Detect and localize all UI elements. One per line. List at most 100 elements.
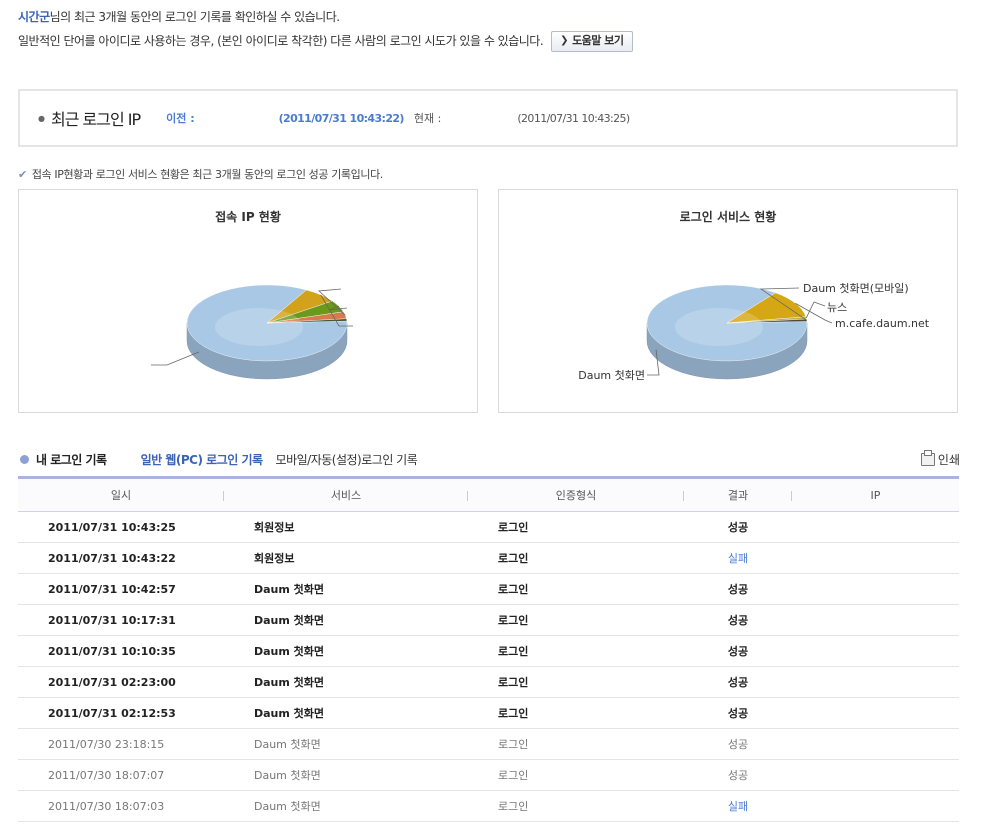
print-label: 인쇄 xyxy=(937,452,960,467)
chevron-right-icon: ❯ xyxy=(560,35,569,46)
leader-line xyxy=(328,305,348,311)
help-button[interactable]: ❯ 도움말 보기 xyxy=(551,30,633,52)
ip-chart-panel: 접속 IP 현황 xyxy=(18,189,478,413)
pie-label: Daum 첫화면(모바일) xyxy=(803,281,909,295)
leader-line xyxy=(759,287,808,321)
row-result: 성공 xyxy=(727,614,749,627)
table-row: 2011/07/31 10:17:31 Daum 첫화면 로그인 성공 xyxy=(18,605,959,636)
header-service: 서비스 xyxy=(224,478,468,512)
table-row: 2011/07/30 18:07:03 Daum 첫화면 로그인 실패 xyxy=(18,791,959,822)
header-result: 결과 xyxy=(684,478,792,512)
intro-line-2-text: 일반적인 단어를 아이디로 사용하는 경우, (본인 아이디로 착각한) 다른 … xyxy=(18,34,544,48)
row-service: Daum 첫화면 xyxy=(254,769,321,782)
row-auth-type: 로그인 xyxy=(498,769,529,782)
row-ip xyxy=(792,605,959,636)
printer-icon xyxy=(920,449,935,466)
previous-ip-label: 이전 : xyxy=(166,112,195,125)
ip-pie-chart xyxy=(151,284,353,380)
table-row: 2011/07/31 02:12:53 Daum 첫화면 로그인 성공 xyxy=(18,698,959,729)
recent-ip-title: 최근 로그인 IP xyxy=(50,110,141,129)
stats-note: ✔ 접속 IP현황과 로그인 서비스 현황은 최근 3개월 동안의 로그인 성공 … xyxy=(18,166,383,182)
row-date: 2011/07/31 02:12:53 xyxy=(48,706,176,720)
row-result: 성공 xyxy=(727,738,749,751)
table-row: 2011/07/31 10:43:25 회원정보 로그인 성공 xyxy=(18,512,959,543)
login-log-table: 일시 서비스 인증형식 결과 IP 2011/07/31 10:43:25 회원정… xyxy=(18,476,959,822)
leader-line xyxy=(151,351,200,366)
print-button[interactable]: 인쇄 xyxy=(920,449,960,468)
intro-line-2: 일반적인 단어를 아이디로 사용하는 경우, (본인 아이디로 착각한) 다른 … xyxy=(18,30,633,52)
row-result: 실패 xyxy=(727,800,749,813)
row-result: 성공 xyxy=(727,769,749,782)
row-ip xyxy=(792,729,959,760)
username: 시간군 xyxy=(18,10,50,24)
service-pie-chart: Daum 첫화면 m.cafe.daum.net 뉴스 Daum 첫화면(모바일) xyxy=(578,281,930,382)
help-button-label: 도움말 보기 xyxy=(572,34,624,47)
table-row: 2011/07/30 18:07:07 Daum 첫화면 로그인 성공 xyxy=(18,760,959,791)
row-date: 2011/07/30 23:18:15 xyxy=(48,737,165,751)
log-tabs: 내 로그인 기록 일반 웹(PC) 로그인 기록 모바일/자동(설정)로그인 기… xyxy=(18,448,960,470)
pie-label: 뉴스 xyxy=(827,301,847,314)
row-date: 2011/07/30 18:07:03 xyxy=(48,799,165,813)
intro: 시간군님의 최근 3개월 동안의 로그인 기록를 확인하실 수 있습니다. 일반… xyxy=(18,8,633,52)
tab-pc-log[interactable]: 일반 웹(PC) 로그인 기록 xyxy=(140,452,263,467)
row-result: 성공 xyxy=(727,707,749,720)
row-service: Daum 첫화면 xyxy=(254,800,321,813)
row-auth-type: 로그인 xyxy=(498,583,529,596)
row-ip xyxy=(792,667,959,698)
row-date: 2011/07/31 10:42:57 xyxy=(48,582,176,596)
pie-highlight xyxy=(675,308,763,346)
leader-line xyxy=(795,303,833,324)
row-auth-type: 로그인 xyxy=(498,521,529,534)
table-row: 2011/07/31 02:23:00 Daum 첫화면 로그인 성공 xyxy=(18,667,959,698)
stats-note-text: 접속 IP현황과 로그인 서비스 현황은 최근 3개월 동안의 로그인 성공 기… xyxy=(31,168,383,181)
pie-slice xyxy=(266,318,348,324)
login-log-title: 내 로그인 기록 xyxy=(36,452,107,467)
row-auth-type: 로그인 xyxy=(498,738,529,751)
row-service: Daum 첫화면 xyxy=(254,707,325,720)
leader-line xyxy=(318,288,346,316)
row-result: 성공 xyxy=(727,521,749,534)
check-icon: ✔ xyxy=(18,168,27,181)
pie-label: Daum 첫화면 xyxy=(578,369,645,382)
row-service: Daum 첫화면 xyxy=(254,583,325,596)
row-ip xyxy=(792,543,959,574)
header-ip: IP xyxy=(870,488,881,502)
table-row: 2011/07/30 23:18:15 Daum 첫화면 로그인 성공 xyxy=(18,729,959,760)
row-auth-type: 로그인 xyxy=(498,800,529,813)
pie-label: m.cafe.daum.net xyxy=(835,317,930,330)
row-result: 성공 xyxy=(727,676,749,689)
row-date: 2011/07/30 18:07:07 xyxy=(48,768,165,782)
row-auth-type: 로그인 xyxy=(498,552,529,565)
row-ip xyxy=(792,791,959,822)
row-date: 2011/07/31 10:43:25 xyxy=(48,520,176,534)
row-ip xyxy=(792,760,959,791)
table-header-row: 일시 서비스 인증형식 결과 IP xyxy=(18,477,959,512)
row-ip xyxy=(792,636,959,667)
row-auth-type: 로그인 xyxy=(498,645,529,658)
row-service: 회원정보 xyxy=(254,521,295,534)
row-service: 회원정보 xyxy=(254,552,295,565)
table-row: 2011/07/31 10:10:35 Daum 첫화면 로그인 성공 xyxy=(18,636,959,667)
intro-line-1: 시간군님의 최근 3개월 동안의 로그인 기록를 확인하실 수 있습니다. xyxy=(18,8,633,26)
leader-line xyxy=(320,294,353,327)
row-date: 2011/07/31 10:17:31 xyxy=(48,613,176,627)
bullet-icon: ● xyxy=(38,113,45,123)
recent-ip-box: ● 최근 로그인 IP 이전 : (2011/07/31 10:43:22) 현… xyxy=(18,89,958,147)
row-result: 실패 xyxy=(727,552,749,565)
leader-line xyxy=(805,301,826,319)
row-ip xyxy=(792,512,959,543)
table-row: 2011/07/31 10:43:22 회원정보 로그인 실패 xyxy=(18,543,959,574)
row-result: 성공 xyxy=(727,645,749,658)
header-auth-type: 인증형식 xyxy=(468,478,684,512)
tab-mobile-log[interactable]: 모바일/자동(설정)로그인 기록 xyxy=(275,452,418,467)
current-ip-label: 현재 : xyxy=(413,112,442,125)
current-login-time: (2011/07/31 10:43:25) xyxy=(517,111,630,125)
row-service: Daum 첫화면 xyxy=(254,614,325,627)
row-result: 성공 xyxy=(727,583,749,596)
row-auth-type: 로그인 xyxy=(498,676,529,689)
previous-login-time: (2011/07/31 10:43:22) xyxy=(278,111,405,125)
table-row: 2011/07/31 10:42:57 Daum 첫화면 로그인 성공 xyxy=(18,574,959,605)
row-service: Daum 첫화면 xyxy=(254,738,321,751)
row-service: Daum 첫화면 xyxy=(254,676,325,689)
row-ip xyxy=(792,574,959,605)
